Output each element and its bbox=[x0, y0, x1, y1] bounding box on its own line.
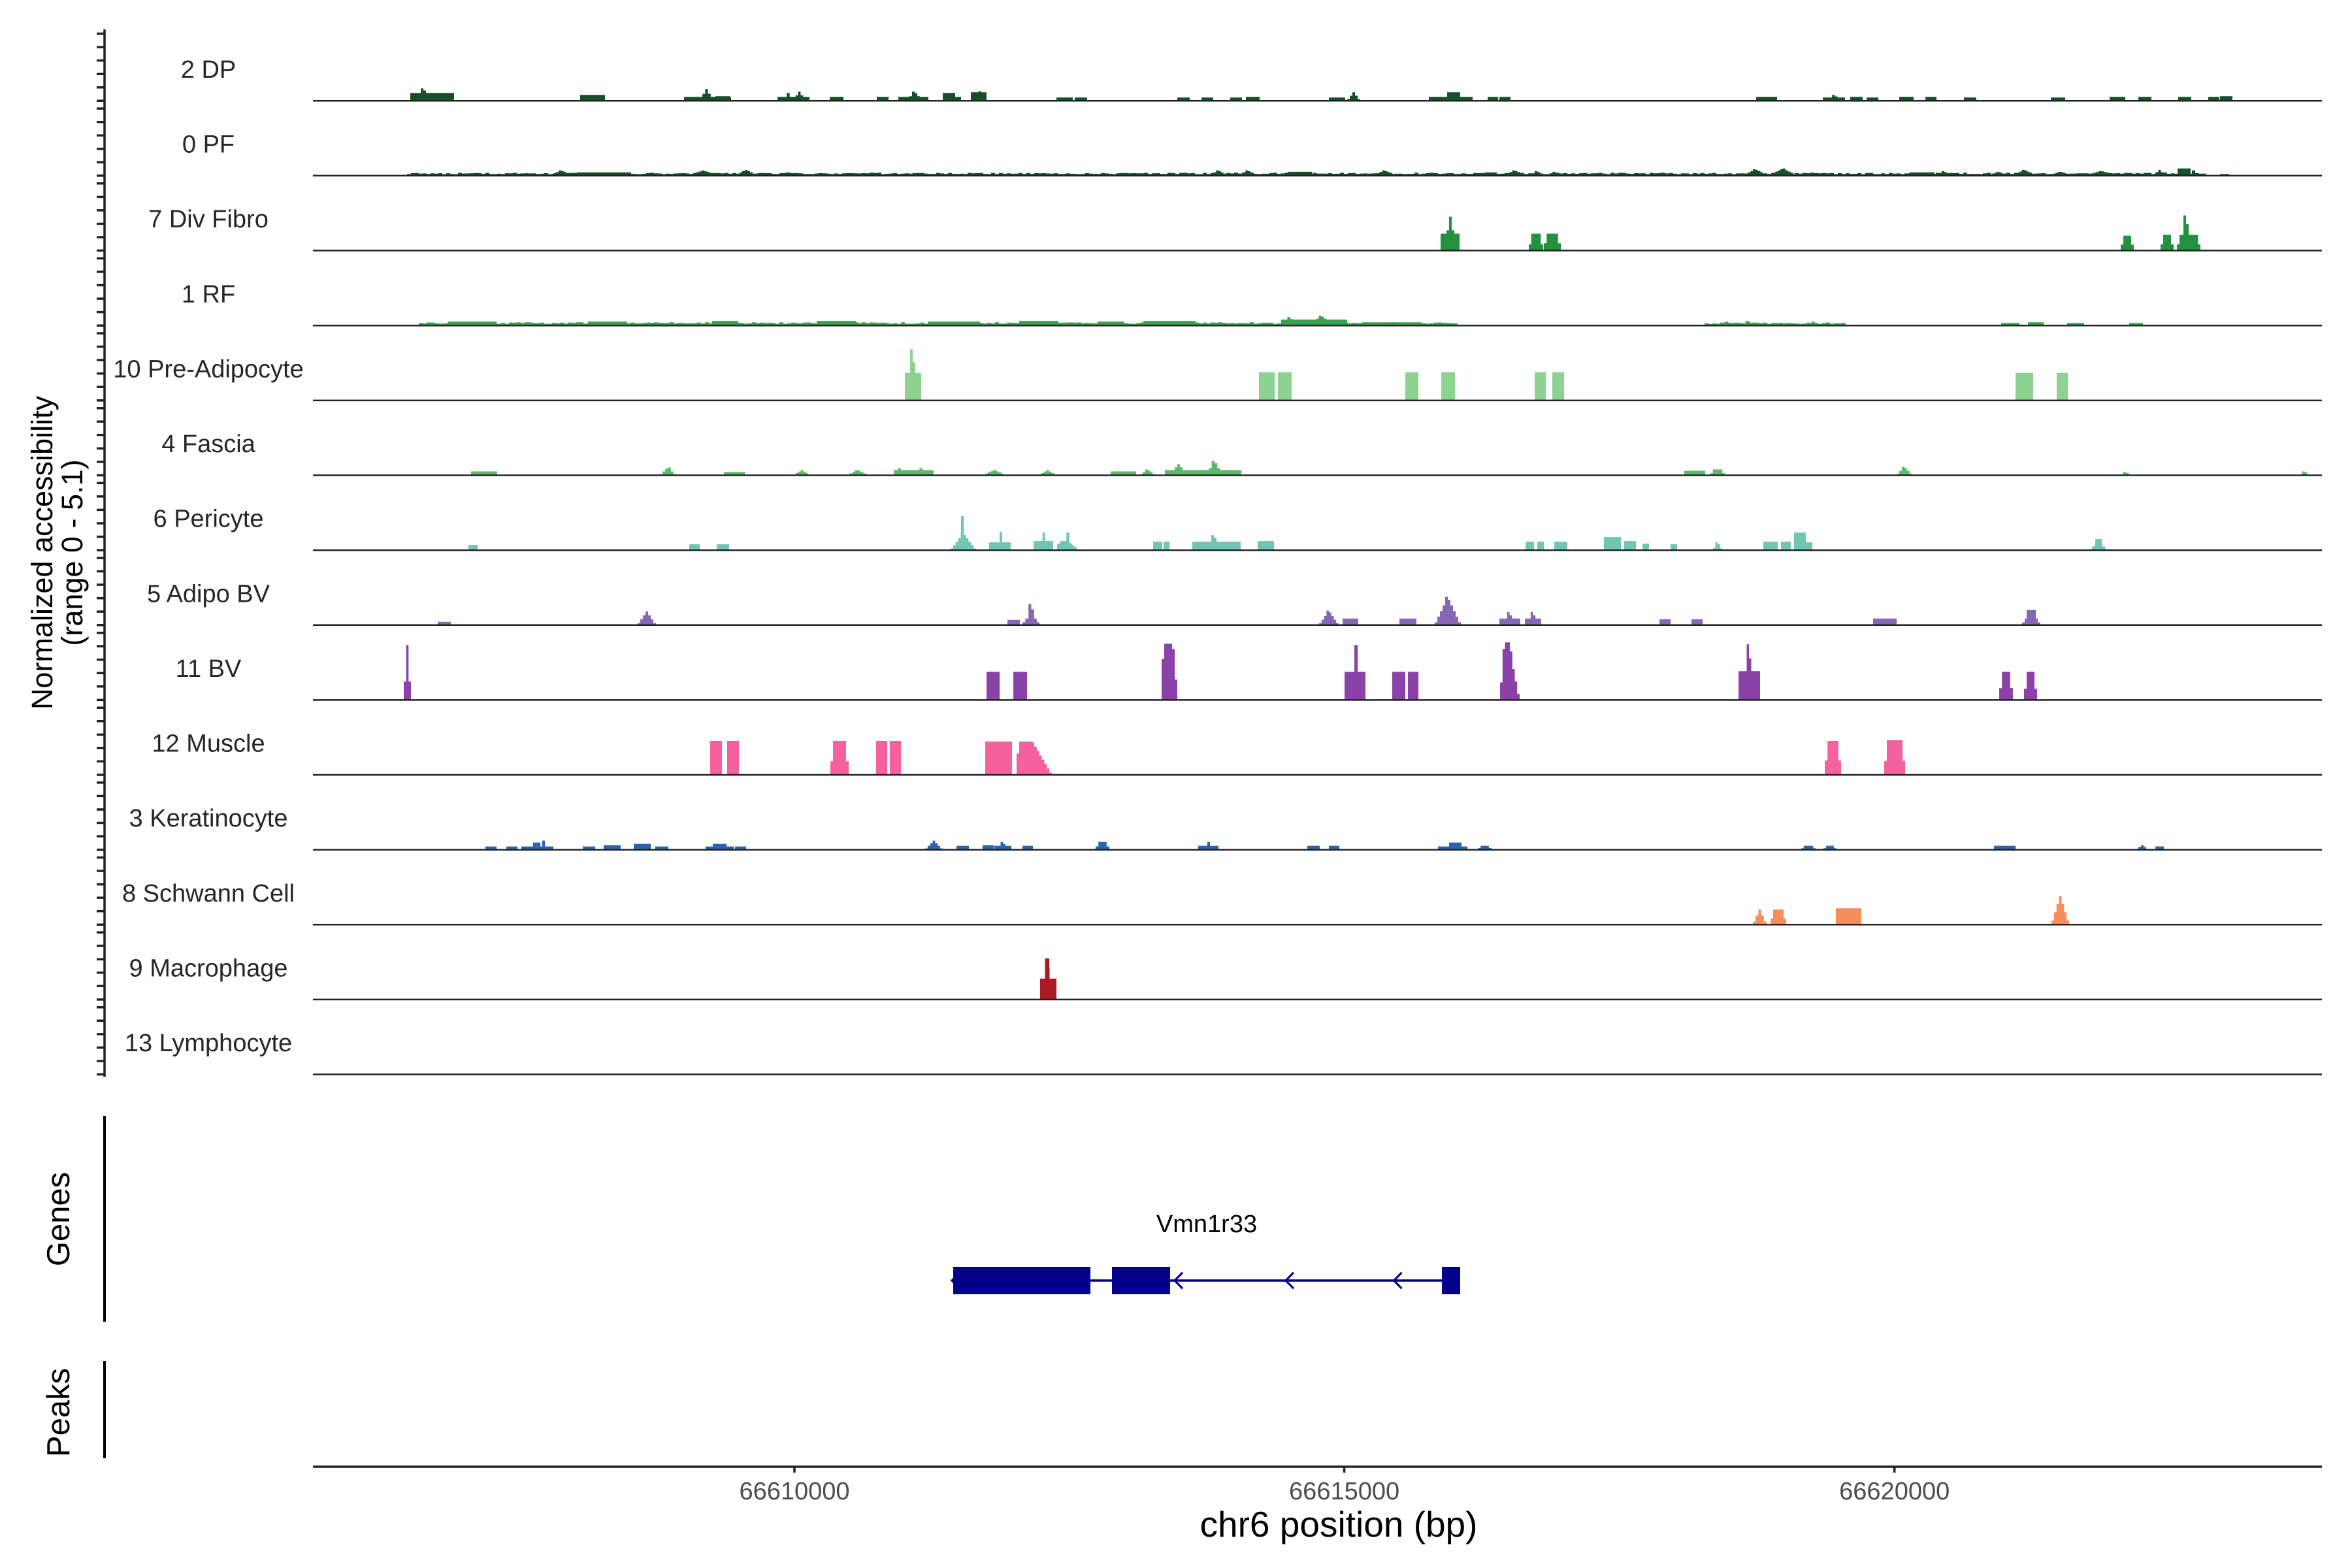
svg-text:4 Fascia: 4 Fascia bbox=[161, 431, 255, 458]
svg-text:Normalized accessibility: Normalized accessibility bbox=[25, 395, 59, 710]
svg-text:66620000: 66620000 bbox=[1839, 1478, 1950, 1505]
svg-text:9 Macrophage: 9 Macrophage bbox=[129, 955, 288, 983]
svg-text:Peaks: Peaks bbox=[41, 1368, 76, 1457]
svg-text:5 Adipo BV: 5 Adipo BV bbox=[147, 580, 270, 608]
svg-text:8 Schwann Cell: 8 Schwann Cell bbox=[122, 880, 295, 907]
svg-text:6 Pericyte: 6 Pericyte bbox=[154, 506, 264, 533]
svg-text:13 Lymphocyte: 13 Lymphocyte bbox=[125, 1030, 292, 1057]
svg-text:66610000: 66610000 bbox=[739, 1478, 849, 1505]
svg-text:1 RF: 1 RF bbox=[182, 281, 235, 308]
svg-text:(range 0 - 5.1): (range 0 - 5.1) bbox=[56, 459, 89, 645]
svg-text:chr6 position (bp): chr6 position (bp) bbox=[1200, 1504, 1478, 1544]
svg-text:11 BV: 11 BV bbox=[176, 655, 242, 683]
svg-text:7 Div Fibro: 7 Div Fibro bbox=[148, 206, 269, 233]
svg-text:10 Pre-Adipocyte: 10 Pre-Adipocyte bbox=[113, 355, 304, 383]
svg-text:2 DP: 2 DP bbox=[181, 56, 236, 84]
svg-text:0 PF: 0 PF bbox=[182, 131, 235, 159]
svg-text:12 Muscle: 12 Muscle bbox=[152, 730, 265, 758]
svg-text:66615000: 66615000 bbox=[1289, 1478, 1399, 1505]
svg-text:Vmn1r33: Vmn1r33 bbox=[1156, 1211, 1257, 1238]
svg-text:3 Keratinocyte: 3 Keratinocyte bbox=[129, 805, 288, 832]
svg-text:Genes: Genes bbox=[41, 1172, 76, 1266]
